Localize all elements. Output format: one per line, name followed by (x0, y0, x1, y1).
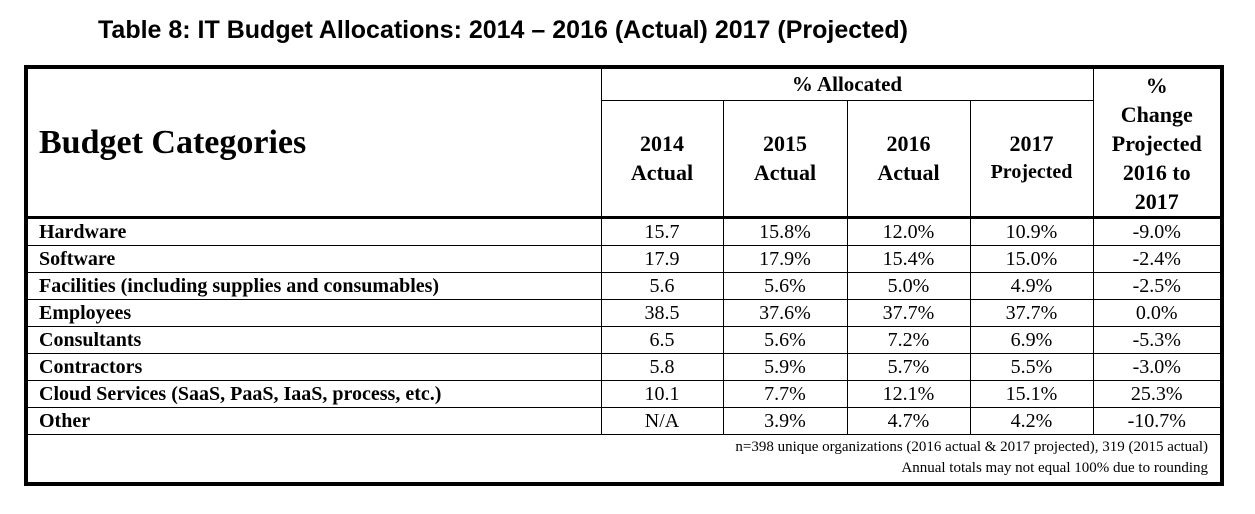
table-title: Table 8: IT Budget Allocations: 2014 – 2… (98, 16, 908, 44)
table-row: Software 17.9 17.9% 15.4% 15.0% -2.4% (26, 245, 1222, 273)
cell-2015: 7.7% (723, 380, 848, 408)
notes-row: n=398 unique organizations (2016 actual … (26, 435, 1222, 485)
cell-2017: 37.7% (970, 299, 1094, 327)
cell-2017: 5.5% (970, 353, 1094, 381)
cell-2017: 15.0% (970, 245, 1094, 273)
year-header-2014: 2014 Actual (601, 100, 724, 220)
cell-2016: 12.0% (847, 217, 971, 246)
cell-2017: 10.9% (970, 217, 1094, 246)
row-category: Contractors (26, 353, 602, 381)
change-header-line: Change (1120, 102, 1193, 127)
rounding-note: Annual totals may not equal 100% due to … (901, 460, 1208, 476)
change-header: % Change Projected 2016 to 2017 (1093, 67, 1222, 219)
cell-2015: 17.9% (723, 245, 848, 273)
year-status: Actual (877, 160, 940, 186)
cell-2015: 15.8% (723, 217, 848, 246)
year-label: 2015 (763, 131, 807, 157)
cell-2016: 4.7% (847, 407, 971, 435)
cell-change: -2.5% (1093, 272, 1222, 300)
year-status: Actual (753, 160, 817, 186)
table-notes: n=398 unique organizations (2016 actual … (26, 435, 1222, 485)
year-header-2015: 2015 Actual (723, 100, 848, 220)
cell-2016: 15.4% (847, 245, 971, 273)
cell-change: -3.0% (1093, 353, 1222, 381)
cell-2014: 15.7 (601, 217, 724, 246)
cell-2015: 37.6% (723, 299, 848, 327)
cell-2014: 10.1 (601, 380, 724, 408)
cell-2015: 5.9% (723, 353, 848, 381)
cell-2014: 38.5 (601, 299, 724, 327)
row-category: Cloud Services (SaaS, PaaS, IaaS, proces… (26, 380, 602, 408)
cell-2014: 5.8 (601, 353, 724, 381)
table-row: Facilities (including supplies and consu… (26, 272, 1222, 300)
row-category: Other (26, 407, 602, 435)
cell-2015: 5.6% (723, 272, 848, 300)
budget-table: Budget Categories % Allocated % Change P… (24, 65, 1224, 486)
cell-2017: 15.1% (970, 380, 1094, 408)
allocated-header: % Allocated (601, 67, 1094, 101)
cell-2017: 4.9% (970, 272, 1094, 300)
cell-change: 25.3% (1093, 380, 1222, 408)
cell-2016: 12.1% (847, 380, 971, 408)
cell-2015: 3.9% (723, 407, 848, 435)
cell-change: -9.0% (1093, 217, 1222, 246)
table-row: Cloud Services (SaaS, PaaS, IaaS, proces… (26, 380, 1222, 408)
cell-2017: 4.2% (970, 407, 1094, 435)
year-label: 2017 (1009, 131, 1054, 157)
cell-2014: 6.5 (601, 326, 724, 354)
table-row: Contractors 5.8 5.9% 5.7% 5.5% -3.0% (26, 353, 1222, 381)
cell-2016: 5.0% (847, 272, 971, 300)
year-label: 2016 (886, 131, 931, 157)
cell-2016: 5.7% (847, 353, 971, 381)
table-row: Consultants 6.5 5.6% 7.2% 6.9% -5.3% (26, 326, 1222, 354)
cell-2014: 5.6 (601, 272, 724, 300)
year-header-2016: 2016 Actual (847, 100, 971, 220)
cell-2014: 17.9 (601, 245, 724, 273)
change-header-line: Projected (1111, 131, 1202, 156)
year-status: Actual (630, 160, 694, 186)
cell-change: -5.3% (1093, 326, 1222, 354)
cell-2017: 6.9% (970, 326, 1094, 354)
row-category: Software (26, 245, 602, 273)
cell-2016: 37.7% (847, 299, 971, 327)
change-header-line: 2017 (1134, 189, 1179, 214)
sample-size-note: n=398 unique organizations (2016 actual … (735, 439, 1208, 455)
category-header: Budget Categories (26, 67, 602, 219)
row-category: Employees (26, 299, 602, 327)
cell-change: -10.7% (1093, 407, 1222, 435)
year-label: 2014 (640, 131, 684, 157)
cell-2014: N/A (601, 407, 724, 435)
cell-2015: 5.6% (723, 326, 848, 354)
year-status: Projected (990, 161, 1073, 184)
year-header-2017: 2017 Projected (970, 100, 1094, 220)
row-category: Hardware (26, 217, 602, 246)
row-category: Consultants (26, 326, 602, 354)
header-row-2: 2014 Actual 2015 Actual 2016 Actual 2017… (26, 100, 1222, 220)
change-header-line: 2016 to (1122, 160, 1191, 185)
cell-change: 0.0% (1093, 299, 1222, 327)
table-row: Other N/A 3.9% 4.7% 4.2% -10.7% (26, 407, 1222, 435)
table-row: Hardware 15.7 15.8% 12.0% 10.9% -9.0% (26, 217, 1222, 246)
change-header-line: % (1145, 73, 1168, 98)
cell-change: -2.4% (1093, 245, 1222, 273)
cell-2016: 7.2% (847, 326, 971, 354)
row-category: Facilities (including supplies and consu… (26, 272, 602, 300)
table-row: Employees 38.5 37.6% 37.7% 37.7% 0.0% (26, 299, 1222, 327)
header-row-1: Budget Categories % Allocated % Change P… (26, 67, 1222, 219)
